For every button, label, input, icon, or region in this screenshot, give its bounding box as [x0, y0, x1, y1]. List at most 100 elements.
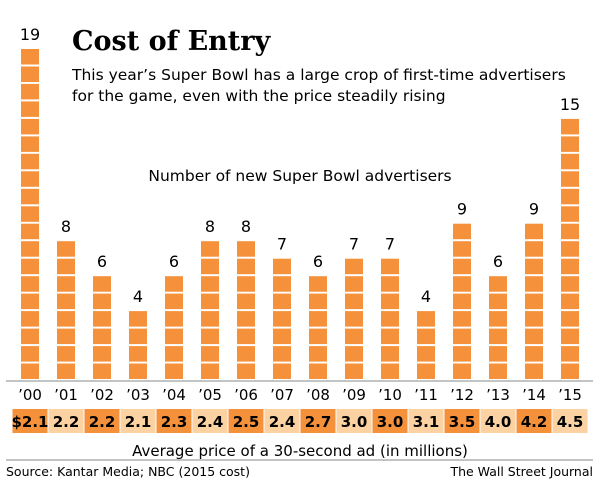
bar-segment [21, 118, 39, 135]
bar-segment [273, 276, 291, 292]
bar-segment [453, 258, 471, 275]
data-label: 8 [205, 217, 215, 236]
bar-segment [561, 171, 579, 187]
bar-segment [21, 258, 39, 275]
bar-segment [93, 276, 111, 292]
bar-segment [417, 328, 435, 345]
value-labels-group: 19 8 6 4 6 8 8 7 6 7 7 4 9 6 9 15 [20, 25, 580, 306]
bar-segment [237, 293, 255, 310]
price-cell [228, 409, 264, 433]
bar-segment [561, 293, 579, 310]
bar [453, 223, 471, 379]
bar [201, 241, 219, 379]
bar-segment [345, 328, 363, 345]
bar-segment [93, 363, 111, 379]
data-label: 6 [493, 252, 503, 271]
bar-segment [417, 363, 435, 379]
bar-segment [489, 293, 507, 310]
bar-segment [57, 311, 75, 327]
bar-segment [453, 346, 471, 362]
bar-segment [453, 311, 471, 327]
bar-segment [561, 258, 579, 275]
x-tick-label: ’10 [378, 386, 402, 404]
bar-segment [561, 206, 579, 222]
price-label: 2.2 [53, 413, 80, 431]
bar-segment [525, 276, 543, 292]
bar-segment [21, 49, 39, 65]
price-label: 3.5 [449, 413, 476, 431]
bar-segment [561, 223, 579, 240]
price-cell [444, 409, 480, 433]
bar-segment [561, 136, 579, 152]
data-label: 7 [277, 235, 287, 254]
bar-segment [21, 311, 39, 327]
bar-segment [561, 276, 579, 292]
bar-segment [381, 328, 399, 345]
bar-segment [309, 346, 327, 362]
bar-segment [381, 258, 399, 275]
bar [309, 276, 327, 379]
bar-segment [561, 188, 579, 205]
price-row-caption: Average price of a 30-second ad (in mill… [132, 442, 468, 460]
x-tick-label: ’02 [90, 386, 114, 404]
bar-segment [21, 171, 39, 187]
price-label: 2.4 [197, 413, 224, 431]
bar-segment [57, 241, 75, 257]
bar-segment [93, 293, 111, 310]
data-label: 7 [349, 235, 359, 254]
bar-segment [489, 346, 507, 362]
bar-segment [201, 258, 219, 275]
bar-segment [237, 258, 255, 275]
bar-segment [561, 311, 579, 327]
bar-segment [21, 293, 39, 310]
bar-segment [381, 311, 399, 327]
x-tick-label: ’11 [414, 386, 438, 404]
source-note: Source: Kantar Media; NBC (2015 cost) [6, 464, 250, 479]
bar-segment [345, 346, 363, 362]
bar-segment [273, 293, 291, 310]
data-label: 9 [529, 200, 539, 219]
data-label: 6 [313, 252, 323, 271]
bar-segment [345, 311, 363, 327]
bar-segment [201, 241, 219, 257]
bar-segment [381, 346, 399, 362]
price-label: 3.1 [413, 413, 440, 431]
bar-segment [381, 293, 399, 310]
x-tick-label: ’13 [486, 386, 510, 404]
bar-segment [345, 293, 363, 310]
bar-segment [237, 311, 255, 327]
price-cell [156, 409, 192, 433]
credit: The Wall Street Journal [449, 464, 593, 479]
bar-segment [21, 223, 39, 240]
bar-segment [201, 276, 219, 292]
data-label: 15 [560, 95, 580, 114]
price-row-group: $2.1 2.2 2.2 2.1 2.3 2.4 2.5 2.4 2.7 3.0 3.0 3.1 3.5… [11, 409, 588, 433]
bar [561, 118, 579, 379]
x-tick-label: ’12 [450, 386, 474, 404]
bar-segment [525, 258, 543, 275]
bar-segment [561, 363, 579, 379]
data-label: 8 [61, 217, 71, 236]
x-tick-label: ’06 [234, 386, 258, 404]
x-tick-label: ’07 [270, 386, 294, 404]
bar-segment [381, 276, 399, 292]
bar-segment [21, 346, 39, 362]
bar-segment [165, 311, 183, 327]
price-label: 2.7 [305, 413, 332, 431]
bar-segment [453, 293, 471, 310]
bar-segment [21, 188, 39, 205]
price-cell [336, 409, 372, 433]
price-label: 4.0 [485, 413, 512, 431]
x-tick-label: ’09 [342, 386, 366, 404]
bar-segment [165, 328, 183, 345]
price-cell [552, 409, 588, 433]
chart-title: Cost of Entry [72, 26, 272, 57]
chart-heading: Number of new Super Bowl advertisers [148, 167, 451, 185]
bar-segment [93, 328, 111, 345]
bar [273, 258, 291, 379]
x-tick-label: ’04 [162, 386, 186, 404]
bar-segment [21, 363, 39, 379]
bar-segment [561, 328, 579, 345]
price-label: 2.5 [233, 413, 260, 431]
